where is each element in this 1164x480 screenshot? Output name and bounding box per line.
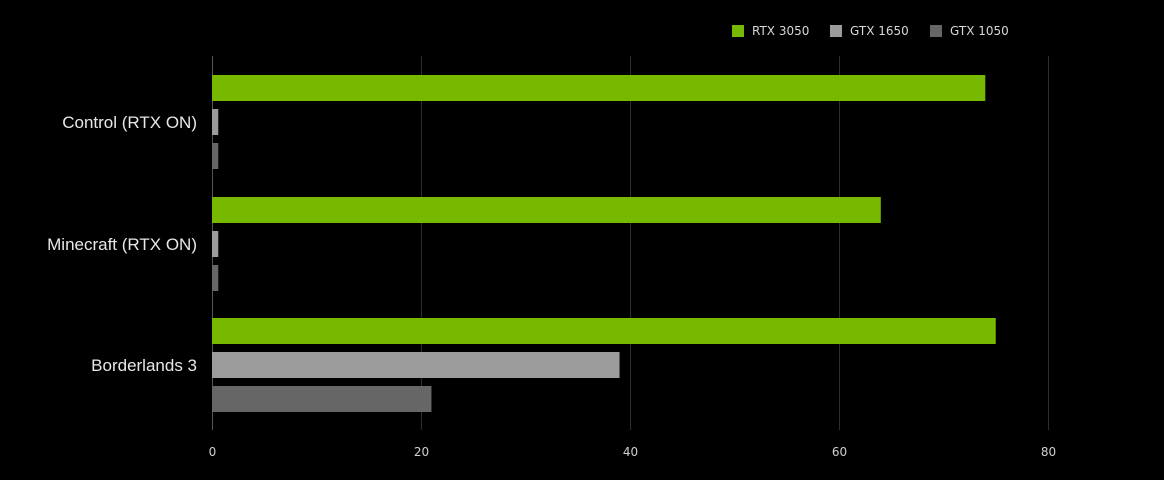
x-tick-label: 20 — [414, 445, 429, 459]
bar — [212, 231, 219, 257]
bar — [212, 386, 432, 412]
bar — [212, 143, 219, 169]
bar — [212, 265, 219, 291]
x-tick-label: 40 — [623, 445, 638, 459]
legend-item: GTX 1650 — [830, 24, 909, 38]
x-tick-label: 80 — [1041, 445, 1056, 459]
x-axis-ticks: 0 20 40 60 80 — [209, 445, 1056, 459]
bar — [212, 318, 996, 344]
x-tick-label: 60 — [832, 445, 847, 459]
legend-swatch — [732, 25, 744, 37]
legend-item: GTX 1050 — [930, 24, 1009, 38]
category-label: Control (RTX ON) — [62, 113, 197, 132]
bar — [212, 75, 986, 101]
bar — [212, 109, 219, 135]
category-labels: Control (RTX ON) Minecraft (RTX ON) Border… — [47, 113, 197, 375]
legend-label: GTX 1650 — [850, 24, 909, 38]
legend: RTX 3050 GTX 1650 GTX 1050 — [732, 24, 1009, 38]
legend-label: RTX 3050 — [752, 24, 809, 38]
bar — [212, 197, 881, 223]
category-label: Borderlands 3 — [91, 356, 197, 375]
bars — [212, 75, 996, 412]
legend-label: GTX 1050 — [950, 24, 1009, 38]
legend-swatch — [830, 25, 842, 37]
x-tick-label: 0 — [209, 445, 217, 459]
bar — [212, 352, 620, 378]
legend-item: RTX 3050 — [732, 24, 809, 38]
legend-swatch — [930, 25, 942, 37]
category-label: Minecraft (RTX ON) — [47, 235, 197, 254]
